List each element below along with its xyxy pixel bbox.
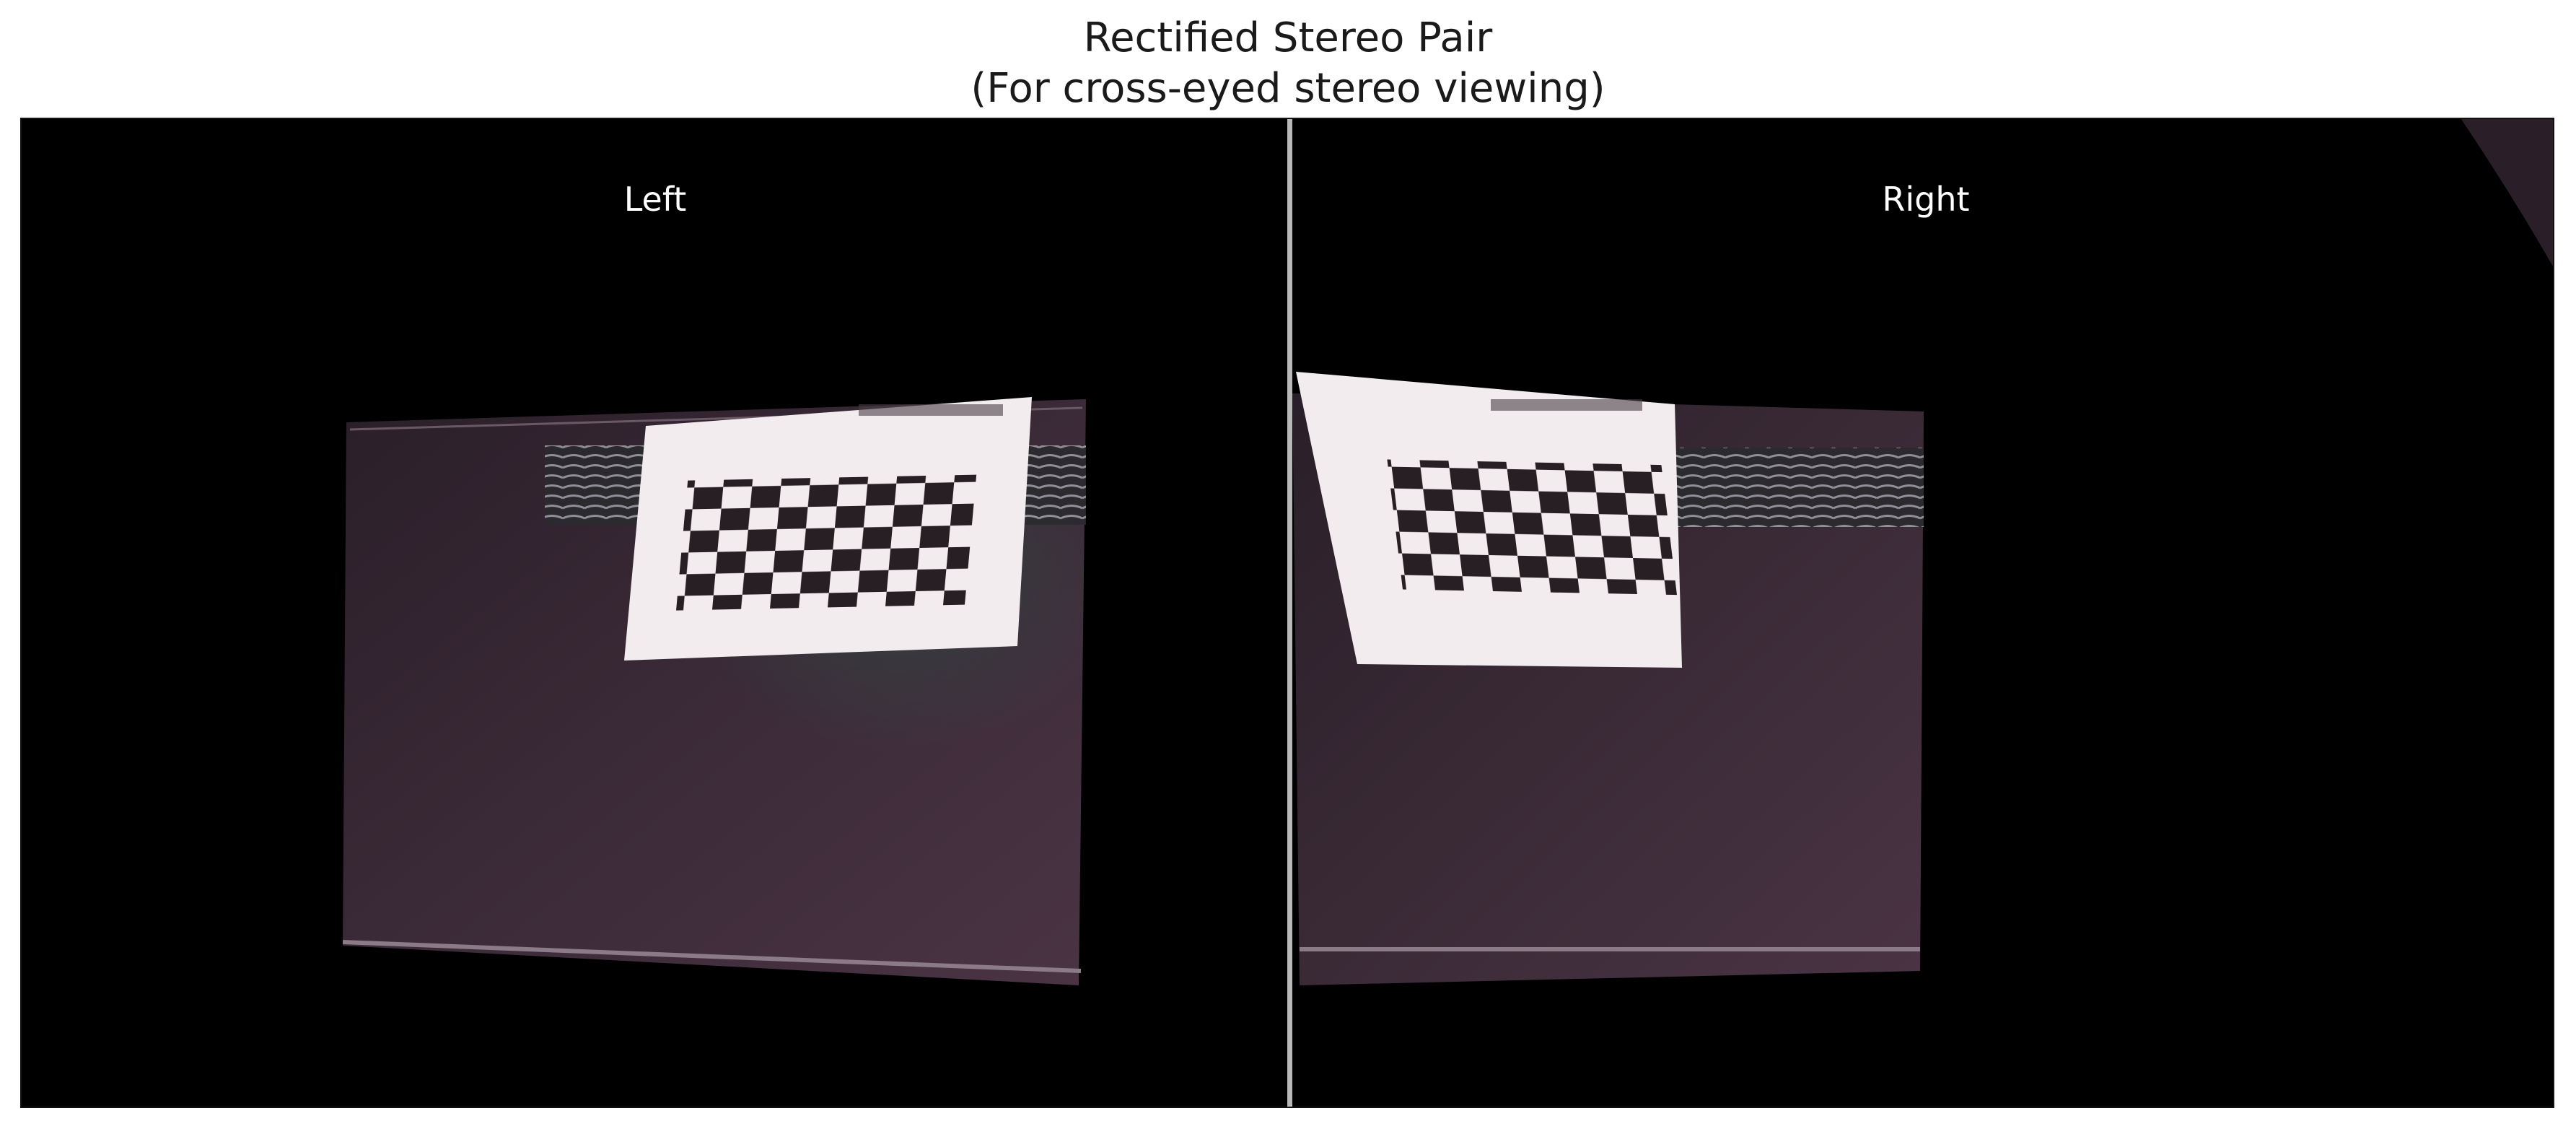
right-scene-photo [1292,119,2553,985]
left-view: Left [22,119,1289,1107]
title-line-1: Rectified Stereo Pair [1083,14,1493,61]
right-view: Right [1292,119,2553,1107]
view-divider [1287,119,1292,1107]
title-line-2: (For cross-eyed stereo viewing) [971,65,1605,112]
left-scene-photo [342,397,1086,985]
left-view-label: Left [623,180,687,219]
right-view-label: Right [1882,180,1970,219]
threaded-rod [1675,448,1924,527]
figure-title: Rectified Stereo Pair (For cross-eyed st… [0,13,2576,114]
stereo-image-frame: Left [20,118,2554,1108]
